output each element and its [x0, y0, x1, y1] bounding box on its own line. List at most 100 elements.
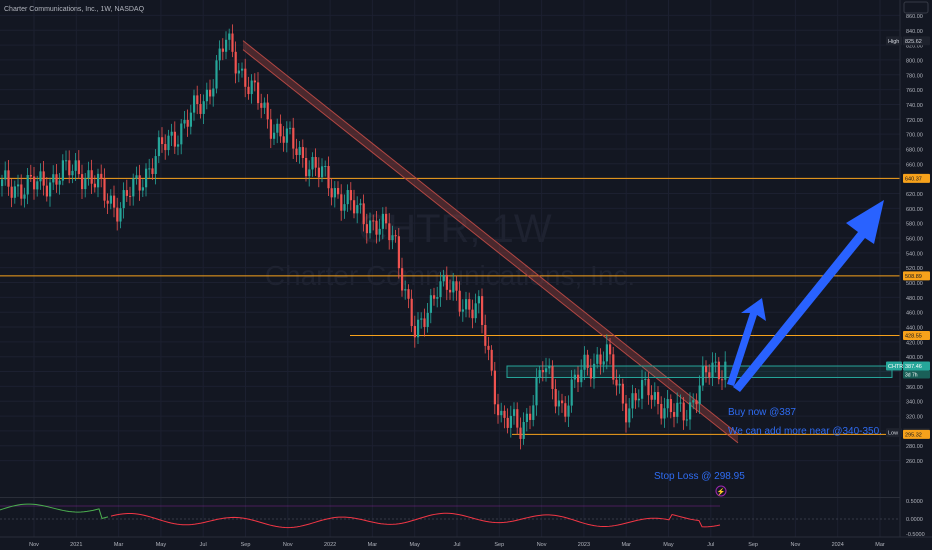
- candle-body: [65, 160, 68, 162]
- candle-body: [193, 95, 196, 113]
- candle-body: [23, 194, 26, 199]
- candle-body: [426, 312, 429, 327]
- candle-body: [385, 213, 388, 224]
- candle-body: [618, 383, 621, 386]
- candle-body: [154, 156, 157, 175]
- candle-body: [97, 173, 100, 188]
- time-axis[interactable]: Nov 2021 Mar May Jul Sep Nov 2022 Mar May Jul Sep No…: [0, 536, 932, 548]
- price-label: 295.32: [905, 432, 922, 438]
- price-label: 428.55: [905, 334, 922, 340]
- candle-body: [605, 344, 608, 362]
- candle-body: [407, 289, 410, 299]
- candle-body: [218, 48, 221, 61]
- candle-body: [346, 190, 349, 205]
- candle-body: [557, 400, 560, 407]
- price-tick-label: 480.00: [906, 296, 923, 302]
- price-tick-label: 280.00: [906, 444, 923, 450]
- candle-body: [77, 160, 80, 175]
- candle-body: [497, 404, 500, 416]
- candle-body: [615, 379, 618, 386]
- candle-body: [551, 366, 554, 389]
- osc-line-down: [110, 512, 721, 529]
- candle-body: [689, 402, 692, 420]
- osc-tick-label: -0.5000: [906, 532, 925, 538]
- candle-body: [132, 178, 135, 197]
- price-tick-label: 700.00: [906, 133, 923, 139]
- price-tick-label: 780.00: [906, 73, 923, 79]
- candle-body: [577, 374, 580, 383]
- candle-body: [602, 361, 605, 365]
- candle-body: [52, 174, 55, 183]
- time-tick-label: May: [156, 542, 167, 548]
- candle-body: [177, 144, 180, 147]
- osc-tick-label: 0.5000: [906, 499, 923, 505]
- candle-body: [122, 190, 125, 209]
- candle-body: [506, 417, 509, 428]
- candle-body: [423, 318, 426, 327]
- price-label-box: [903, 331, 930, 341]
- candle-body: [538, 370, 541, 378]
- time-tick-label: Nov: [537, 542, 547, 548]
- candle-body: [241, 68, 244, 71]
- price-tick-label: 660.00: [906, 162, 923, 168]
- candle-body: [490, 349, 493, 371]
- candle-body: [157, 137, 160, 157]
- candle-body: [653, 392, 656, 400]
- candle-body: [119, 208, 122, 222]
- candle-body: [567, 405, 570, 417]
- candle-body: [679, 402, 682, 404]
- candle-body: [375, 220, 378, 235]
- candle-body: [42, 171, 45, 186]
- price-tick-label: 520.00: [906, 266, 923, 272]
- time-tick-label: Nov: [283, 542, 293, 548]
- price-tick-label: 460.00: [906, 311, 923, 317]
- candle-body: [532, 405, 535, 420]
- candle-body: [349, 190, 352, 201]
- candle-body: [183, 119, 186, 124]
- candle-body: [1, 179, 4, 187]
- candle-body: [209, 89, 212, 97]
- candle-body: [301, 147, 304, 158]
- candle-body: [625, 403, 628, 423]
- candle-body: [225, 39, 228, 52]
- candle-body: [337, 188, 340, 195]
- candle-body: [305, 157, 308, 177]
- time-tick-label: 2021: [70, 542, 82, 548]
- candle-body: [724, 361, 727, 380]
- candle-body: [516, 409, 519, 428]
- candle-body: [353, 200, 356, 214]
- price-label: 508.89: [905, 274, 922, 280]
- price-tick-label: 320.00: [906, 415, 923, 421]
- flash-icon[interactable]: ⚡: [715, 485, 727, 497]
- candle-body: [61, 160, 64, 181]
- candle-body: [231, 33, 234, 52]
- candle-body: [449, 289, 452, 293]
- candle-body: [106, 200, 109, 204]
- price-tick-label: 620.00: [906, 192, 923, 198]
- candle-body: [458, 290, 461, 312]
- candle-body: [311, 157, 314, 170]
- candle-body: [237, 70, 240, 74]
- svg-text:⚡: ⚡: [717, 487, 726, 496]
- price-tick-label: 860.00: [906, 14, 923, 20]
- candle-body: [404, 289, 407, 291]
- candle-body: [129, 195, 132, 197]
- candle-body: [369, 220, 372, 234]
- price-label: 387.46: [905, 364, 922, 370]
- trend-channel-fill: [243, 40, 738, 443]
- candle-body: [394, 235, 397, 237]
- candle-body: [292, 127, 295, 149]
- candle-body: [442, 274, 445, 282]
- candle-body: [4, 170, 7, 180]
- candles: [1, 24, 727, 450]
- candle-body: [461, 309, 464, 312]
- buy-annotation: Buy now @387: [728, 407, 796, 418]
- candle-body: [55, 174, 58, 185]
- candle-body: [474, 303, 477, 319]
- top-right-box[interactable]: [903, 1, 929, 14]
- candle-body: [276, 123, 279, 133]
- candle-body: [125, 190, 128, 196]
- candle-body: [266, 102, 269, 120]
- price-tick-label: 600.00: [906, 207, 923, 213]
